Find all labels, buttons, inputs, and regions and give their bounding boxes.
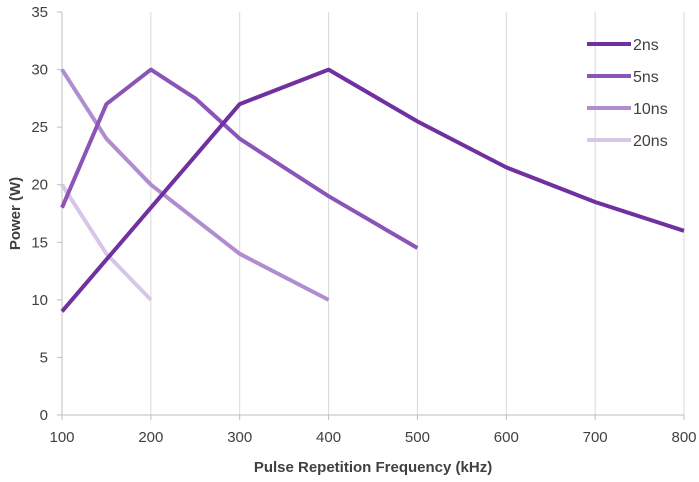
series-line-5ns xyxy=(60,67,419,250)
legend: 2ns 5ns 10ns 20ns xyxy=(587,37,668,150)
y-tick-label-0: 0 xyxy=(40,407,48,424)
legend-label-5ns: 5ns xyxy=(633,69,659,86)
y-tick-label-5: 5 xyxy=(40,349,48,366)
x-tick-label-200: 200 xyxy=(138,429,163,446)
series-line-20ns xyxy=(60,183,153,302)
x-tick-label-800: 800 xyxy=(671,429,696,446)
x-tick-label-700: 700 xyxy=(583,429,608,446)
x-tick-label-600: 600 xyxy=(494,429,519,446)
gridlines xyxy=(61,12,685,415)
y-axis-title: Power (W) xyxy=(7,177,24,250)
series-line-2ns xyxy=(60,67,685,313)
y-tick-label-35: 35 xyxy=(31,4,48,21)
x-tick-label-100: 100 xyxy=(49,429,74,446)
series-lines xyxy=(60,67,685,313)
y-tick-label-10: 10 xyxy=(31,292,48,309)
legend-label-10ns: 10ns xyxy=(633,101,668,118)
y-tick-label-25: 25 xyxy=(31,119,48,136)
x-tick-label-300: 300 xyxy=(227,429,252,446)
axes: 0 5 10 15 20 25 30 35 100 200 300 400 500 600 700 800 xyxy=(31,4,696,446)
y-tick-label-20: 20 xyxy=(31,177,48,194)
x-tick-label-500: 500 xyxy=(405,429,430,446)
y-tick-label-30: 30 xyxy=(31,62,48,79)
x-axis-title: Pulse Repetition Frequency (kHz) xyxy=(254,459,492,476)
legend-label-2ns: 2ns xyxy=(633,37,659,54)
series-line-10ns xyxy=(60,68,330,302)
legend-label-20ns: 20ns xyxy=(633,133,668,150)
y-tick-label-15: 15 xyxy=(31,234,48,251)
x-tick-label-400: 400 xyxy=(316,429,341,446)
